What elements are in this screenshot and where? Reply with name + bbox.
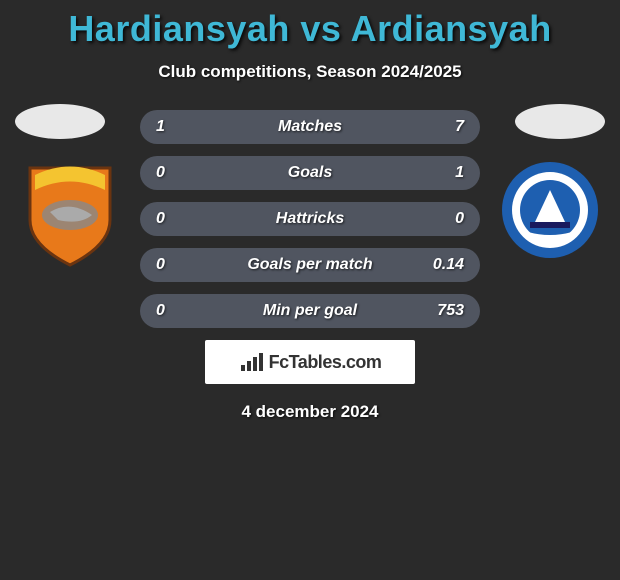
chart-icon xyxy=(239,351,265,373)
comparison-content: 1 Matches 7 0 Goals 1 0 Hattricks 0 0 Go… xyxy=(0,110,620,422)
season-subtitle: Club competitions, Season 2024/2025 xyxy=(0,62,620,82)
stat-label: Min per goal xyxy=(263,302,357,320)
stat-label: Matches xyxy=(278,118,342,136)
stat-label: Goals xyxy=(288,164,332,182)
stat-row: 0 Min per goal 753 xyxy=(140,294,480,328)
stat-left-value: 1 xyxy=(156,118,206,136)
stat-right-value: 0 xyxy=(414,210,464,228)
stat-right-value: 7 xyxy=(414,118,464,136)
brand-logo: FcTables.com xyxy=(205,340,415,384)
stat-row: 1 Matches 7 xyxy=(140,110,480,144)
brand-text: FcTables.com xyxy=(269,352,382,373)
stat-right-value: 0.14 xyxy=(414,256,464,274)
generation-date: 4 december 2024 xyxy=(0,402,620,422)
stat-label: Hattricks xyxy=(276,210,344,228)
stats-container: 1 Matches 7 0 Goals 1 0 Hattricks 0 0 Go… xyxy=(140,110,480,328)
stat-label: Goals per match xyxy=(247,256,372,274)
stat-left-value: 0 xyxy=(156,210,206,228)
stat-left-value: 0 xyxy=(156,302,206,320)
stat-row: 0 Goals 1 xyxy=(140,156,480,190)
team-badge-right xyxy=(500,160,600,265)
team-badge-left xyxy=(20,160,120,275)
player-avatar-left xyxy=(15,104,105,139)
stat-right-value: 1 xyxy=(414,164,464,182)
stat-left-value: 0 xyxy=(156,256,206,274)
comparison-title: Hardiansyah vs Ardiansyah xyxy=(0,0,620,50)
stat-right-value: 753 xyxy=(414,302,464,320)
player-avatar-right xyxy=(515,104,605,139)
stat-left-value: 0 xyxy=(156,164,206,182)
stat-row: 0 Goals per match 0.14 xyxy=(140,248,480,282)
stat-row: 0 Hattricks 0 xyxy=(140,202,480,236)
